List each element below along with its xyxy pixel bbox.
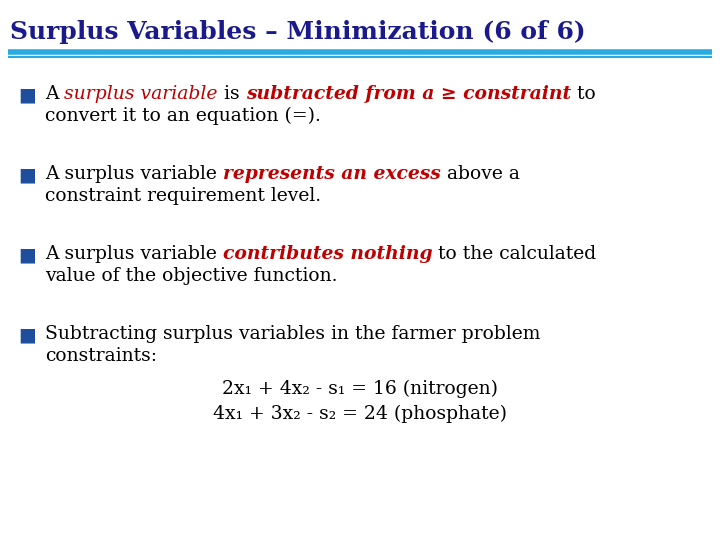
Text: Subtracting surplus variables in the farmer problem: Subtracting surplus variables in the far… [45, 325, 541, 343]
Text: constraint requirement level.: constraint requirement level. [45, 187, 321, 205]
Text: value of the objective function.: value of the objective function. [45, 267, 338, 285]
Text: A surplus variable: A surplus variable [45, 165, 223, 183]
Text: constraints:: constraints: [45, 347, 157, 365]
Text: above a: above a [441, 165, 520, 183]
Text: to: to [571, 85, 595, 103]
Text: ■: ■ [18, 165, 36, 184]
Text: 4x₁ + 3x₂ - s₂ = 24 (phosphate): 4x₁ + 3x₂ - s₂ = 24 (phosphate) [213, 405, 507, 423]
Text: ■: ■ [18, 325, 36, 344]
Text: contributes nothing: contributes nothing [223, 245, 433, 263]
Text: ■: ■ [18, 85, 36, 104]
Text: Surplus Variables – Minimization (6 of 6): Surplus Variables – Minimization (6 of 6… [10, 20, 585, 44]
Text: convert it to an equation (=).: convert it to an equation (=). [45, 107, 321, 125]
Text: surplus variable: surplus variable [65, 85, 218, 103]
Text: A: A [45, 85, 65, 103]
Text: ■: ■ [18, 245, 36, 264]
Text: is: is [218, 85, 246, 103]
Text: represents an excess: represents an excess [223, 165, 441, 183]
Text: 2x₁ + 4x₂ - s₁ = 16 (nitrogen): 2x₁ + 4x₂ - s₁ = 16 (nitrogen) [222, 380, 498, 399]
Text: to the calculated: to the calculated [433, 245, 597, 263]
Text: subtracted from a ≥ constraint: subtracted from a ≥ constraint [246, 85, 571, 103]
Text: A surplus variable: A surplus variable [45, 245, 223, 263]
